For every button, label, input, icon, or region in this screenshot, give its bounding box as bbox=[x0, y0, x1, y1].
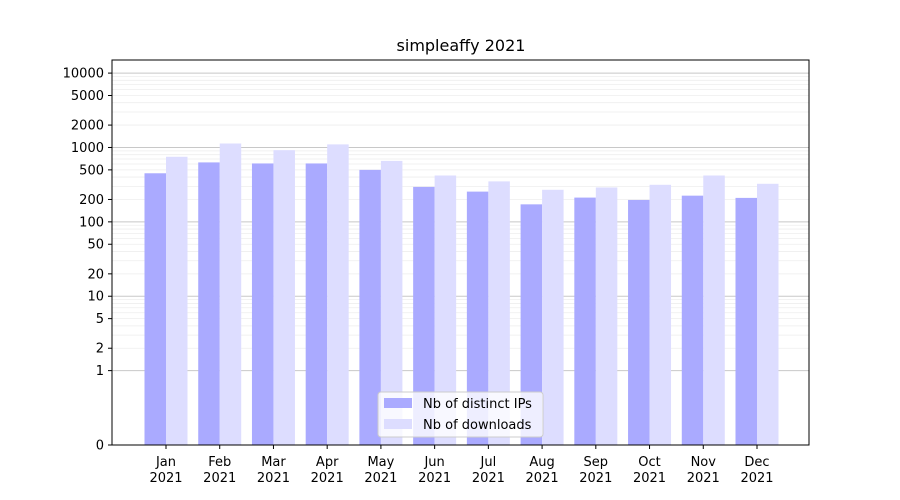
bar-downloads bbox=[595, 187, 618, 445]
legend-swatch bbox=[384, 419, 412, 429]
y-tick-label: 100 bbox=[79, 215, 104, 230]
y-tick-label: 500 bbox=[79, 163, 104, 178]
y-tick-label: 1 bbox=[96, 364, 104, 379]
bar-distinct-ips bbox=[466, 191, 489, 445]
y-tick-label: 20 bbox=[87, 267, 104, 282]
legend: Nb of distinct IPs Nb of downloads bbox=[377, 391, 544, 438]
bar-distinct-ips bbox=[359, 169, 381, 445]
x-tick-label: Jun 2021 bbox=[418, 455, 451, 486]
bar-downloads bbox=[219, 143, 242, 445]
legend-label: Nb of downloads bbox=[423, 418, 532, 433]
plot-frame bbox=[111, 59, 810, 446]
x-tick-label: Oct 2021 bbox=[633, 455, 666, 486]
x-tick-label: Apr 2021 bbox=[311, 455, 344, 486]
x-tick-label: May 2021 bbox=[364, 455, 397, 486]
x-tick-label: Sep 2021 bbox=[579, 455, 612, 486]
y-tick-label: 10000 bbox=[63, 67, 104, 82]
bar-distinct-ips bbox=[681, 195, 704, 445]
y-tick-label: 5000 bbox=[71, 89, 104, 104]
bar-distinct-ips bbox=[735, 197, 757, 445]
chart-title: simpleaffy 2021 bbox=[397, 36, 526, 55]
x-tick-label: Jul 2021 bbox=[472, 455, 505, 486]
y-axis: 0 1 2 5 10 20 50 100 200 500 1000 2000 5000 10000 bbox=[63, 67, 112, 454]
bar-downloads bbox=[542, 189, 564, 445]
bar-distinct-ips bbox=[574, 197, 596, 445]
x-tick-label: Jan 2021 bbox=[149, 455, 182, 486]
bar-downloads bbox=[649, 184, 672, 446]
x-tick-label: Dec 2021 bbox=[740, 455, 773, 486]
bars bbox=[144, 143, 779, 446]
bar-distinct-ips bbox=[251, 163, 274, 445]
y-tick-label: 1000 bbox=[71, 141, 104, 156]
bar-downloads bbox=[488, 181, 510, 445]
y-tick-label: 2000 bbox=[71, 119, 104, 134]
y-tick-label: 5 bbox=[96, 312, 104, 327]
y-tick-label: 10 bbox=[87, 290, 104, 305]
bar-downloads bbox=[166, 156, 188, 446]
bar-downloads bbox=[327, 144, 349, 445]
y-tick-label: 0 bbox=[96, 439, 104, 454]
y-tick-label: 2 bbox=[96, 342, 104, 357]
bar-downloads bbox=[757, 183, 779, 445]
x-tick-label: Aug 2021 bbox=[526, 455, 559, 486]
bar-downloads bbox=[703, 175, 725, 445]
bar-downloads bbox=[434, 175, 457, 445]
x-tick-label: Feb 2021 bbox=[203, 455, 236, 486]
bar-downloads bbox=[380, 160, 403, 445]
x-axis: Jan 2021 Feb 2021 Mar 2021 Apr 2021 May 2021 Jun 20… bbox=[149, 445, 774, 486]
y-tick-label: 50 bbox=[87, 238, 104, 253]
legend-label: Nb of distinct IPs bbox=[423, 397, 532, 412]
bar-distinct-ips bbox=[144, 173, 166, 445]
legend-swatch bbox=[384, 398, 412, 408]
bar-distinct-ips bbox=[305, 163, 328, 445]
bar-distinct-ips bbox=[198, 162, 220, 446]
y-tick-label: 200 bbox=[79, 193, 104, 208]
bar-distinct-ips bbox=[520, 204, 543, 445]
bar-distinct-ips bbox=[413, 186, 435, 445]
legend-box bbox=[377, 391, 544, 438]
x-tick-label: Nov 2021 bbox=[687, 455, 720, 486]
x-tick-label: Mar 2021 bbox=[257, 455, 290, 486]
bar-downloads bbox=[273, 150, 295, 445]
bar-distinct-ips bbox=[628, 199, 650, 445]
